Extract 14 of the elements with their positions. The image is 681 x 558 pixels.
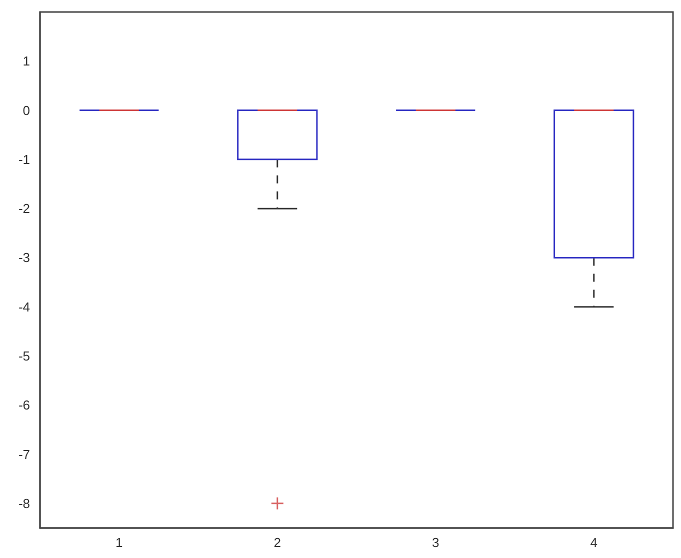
y-tick-label: 0 <box>22 102 30 118</box>
y-tick-label: 1 <box>22 54 30 69</box>
y-tick-label: -1 <box>18 152 30 167</box>
y-tick-label: -3 <box>18 250 30 266</box>
x-tick-label: 4 <box>590 535 598 550</box>
y-tick-label: -8 <box>18 496 30 511</box>
x-tick-label: 1 <box>116 535 123 550</box>
y-tick-label: -2 <box>18 201 30 216</box>
y-tick-label: -4 <box>18 299 30 314</box>
y-tick-label: -5 <box>18 348 30 364</box>
y-tick-label: -6 <box>18 398 30 413</box>
y-tick-label: -7 <box>18 446 30 462</box>
x-tick-label: 3 <box>432 535 440 550</box>
x-tick-label: 2 <box>274 535 281 550</box>
